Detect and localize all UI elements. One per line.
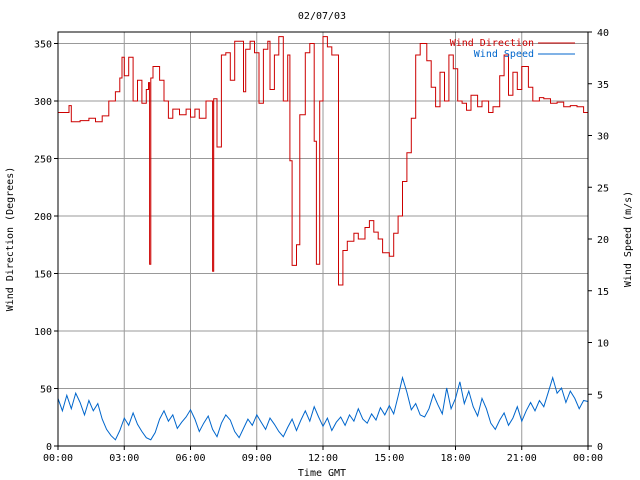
y-left-tick-label: 50 <box>40 385 52 396</box>
x-tick-label: 12:00 <box>308 453 338 464</box>
y-right-tick-label: 10 <box>597 339 609 350</box>
y-axis-left-label: Wind Direction (Degrees) <box>5 167 16 312</box>
y-left-tick-label: 150 <box>34 270 52 281</box>
y-right-tick-label: 35 <box>597 80 609 91</box>
x-tick-label: 15:00 <box>374 453 404 464</box>
x-tick-label: 06:00 <box>175 453 205 464</box>
x-tick-label: 00:00 <box>43 453 73 464</box>
x-tick-label: 03:00 <box>109 453 139 464</box>
series-layer <box>57 36 589 441</box>
y-left-tick-label: 300 <box>34 97 52 108</box>
y-right-tick-label: 40 <box>597 28 609 39</box>
y-right-tick-label: 0 <box>597 442 603 453</box>
series-line-wind-direction <box>58 36 589 286</box>
x-tick-label: 21:00 <box>507 453 537 464</box>
y-right-tick-label: 20 <box>597 235 609 246</box>
y-right-tick-label: 5 <box>597 390 603 401</box>
x-tick-label: 18:00 <box>440 453 470 464</box>
y-right-tick-label: 30 <box>597 132 609 143</box>
x-tick-label: 09:00 <box>242 453 272 464</box>
y-right-tick-label: 25 <box>597 183 609 194</box>
chart-title: 02/07/03 <box>298 11 346 22</box>
y-right-tick-label: 15 <box>597 287 609 298</box>
y-left-tick-label: 0 <box>46 442 52 453</box>
legend: Wind Direction Wind Speed <box>450 38 575 60</box>
tick-labels: 00:00 03:00 06:00 09:00 12:00 15:00 18:00 21:00… <box>34 28 609 464</box>
y-left-tick-label: 200 <box>34 212 52 223</box>
legend-label-wind-speed: Wind Speed <box>474 49 534 60</box>
x-tick-label: 00:00 <box>573 453 603 464</box>
legend-label-wind-direction: Wind Direction <box>450 38 534 49</box>
y-axis-right-label: Wind Speed (m/s) <box>623 191 634 287</box>
y-left-tick-label: 100 <box>34 327 52 338</box>
axis-ticks <box>54 31 592 450</box>
y-left-tick-label: 250 <box>34 155 52 166</box>
y-left-tick-label: 350 <box>34 40 52 51</box>
x-axis-label: Time GMT <box>298 468 346 479</box>
series-line-wind-speed <box>57 375 589 441</box>
